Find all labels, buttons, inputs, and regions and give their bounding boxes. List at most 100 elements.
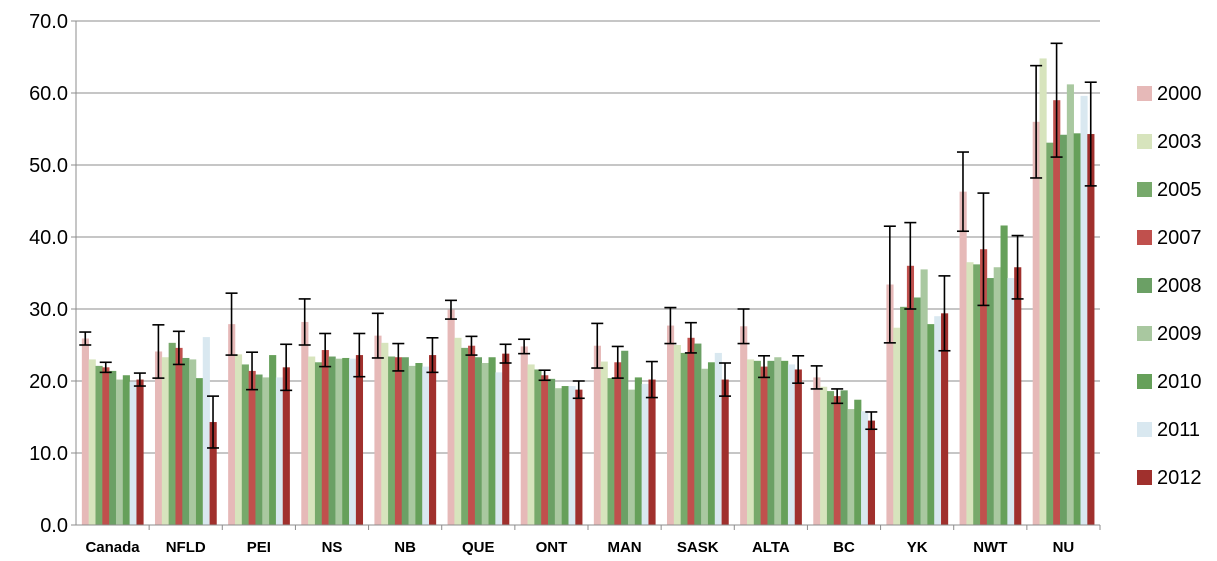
bar — [854, 399, 862, 525]
bar — [388, 356, 396, 525]
bar — [262, 377, 270, 525]
bar — [88, 359, 96, 525]
y-tick-label: 60.0 — [29, 83, 68, 105]
bar — [269, 355, 277, 525]
legend-label: 2010 — [1157, 371, 1202, 393]
bar — [934, 316, 942, 525]
legend-label: 2008 — [1157, 275, 1202, 297]
legend-label: 2009 — [1157, 323, 1202, 345]
y-tick-label: 70.0 — [29, 11, 68, 33]
x-category-label: QUE — [462, 539, 495, 556]
x-category-label: PEI — [247, 539, 271, 556]
bar — [781, 360, 789, 525]
bar — [328, 356, 336, 525]
axes — [71, 20, 1101, 530]
bar — [575, 389, 583, 525]
bar — [973, 264, 981, 525]
bar — [520, 346, 528, 525]
bar — [621, 350, 629, 525]
x-category-label: ALTA — [752, 539, 790, 556]
bar — [847, 409, 855, 525]
bar — [993, 267, 1001, 525]
bar — [746, 359, 755, 525]
bar — [335, 358, 343, 525]
bar — [714, 352, 722, 525]
bar — [740, 326, 748, 525]
bar — [1080, 95, 1088, 525]
bar — [461, 347, 469, 525]
bar — [248, 370, 256, 525]
bar — [474, 357, 482, 525]
bar — [381, 342, 389, 525]
bar — [209, 422, 217, 525]
legend-swatch — [1137, 470, 1152, 485]
bar — [1046, 142, 1054, 525]
bar — [1007, 278, 1015, 525]
bar — [1014, 267, 1022, 525]
bar — [81, 338, 89, 525]
bar — [429, 355, 437, 525]
bar — [234, 354, 243, 525]
bar — [95, 365, 103, 525]
bar — [941, 313, 949, 525]
legend-swatch — [1137, 182, 1152, 197]
bar — [495, 372, 503, 525]
bar — [182, 357, 190, 525]
bar — [687, 337, 695, 525]
bar — [900, 306, 908, 525]
x-category-label: NS — [322, 539, 343, 556]
bar — [648, 379, 656, 525]
bar — [394, 357, 403, 525]
y-tick-label: 10.0 — [29, 443, 68, 465]
y-tick-label: 20.0 — [29, 371, 68, 393]
bar — [241, 364, 249, 525]
bar — [301, 321, 309, 525]
bar — [607, 378, 615, 525]
bar — [820, 386, 828, 525]
x-category-label: BC — [833, 539, 855, 556]
bar — [314, 362, 323, 525]
bar — [920, 269, 928, 525]
bar — [527, 364, 535, 525]
bar — [275, 377, 284, 525]
bar — [886, 284, 894, 525]
bar — [833, 396, 841, 525]
bar — [673, 345, 681, 525]
bar — [554, 388, 562, 525]
bar — [321, 350, 329, 525]
bar — [541, 375, 549, 525]
bar — [401, 357, 409, 525]
bar — [641, 383, 649, 525]
bar — [408, 365, 416, 525]
legend-swatch — [1137, 86, 1152, 101]
legend-label: 2011 — [1157, 419, 1200, 441]
bar — [136, 379, 144, 525]
bar — [680, 352, 688, 525]
bar — [481, 363, 489, 525]
bar — [634, 377, 642, 525]
bar — [774, 357, 782, 525]
x-category-label: MAN — [607, 539, 641, 556]
bar — [422, 366, 430, 525]
bar-series — [81, 58, 1095, 526]
bar — [813, 377, 821, 525]
bar — [568, 386, 576, 525]
bar — [959, 191, 967, 525]
bar — [913, 297, 921, 525]
bar — [202, 337, 210, 525]
bar — [986, 278, 994, 525]
bar — [694, 343, 702, 525]
bar — [893, 327, 901, 525]
legend-label: 2005 — [1157, 179, 1202, 201]
bar — [600, 361, 608, 525]
bar — [488, 357, 496, 525]
y-tick-label: 50.0 — [29, 155, 68, 177]
bar — [1000, 225, 1008, 526]
bar — [168, 342, 176, 525]
legend-label: 2003 — [1157, 131, 1202, 153]
bar — [468, 345, 476, 525]
legend-swatch — [1137, 422, 1152, 437]
bar — [760, 366, 768, 525]
y-tick-label: 30.0 — [29, 299, 68, 321]
